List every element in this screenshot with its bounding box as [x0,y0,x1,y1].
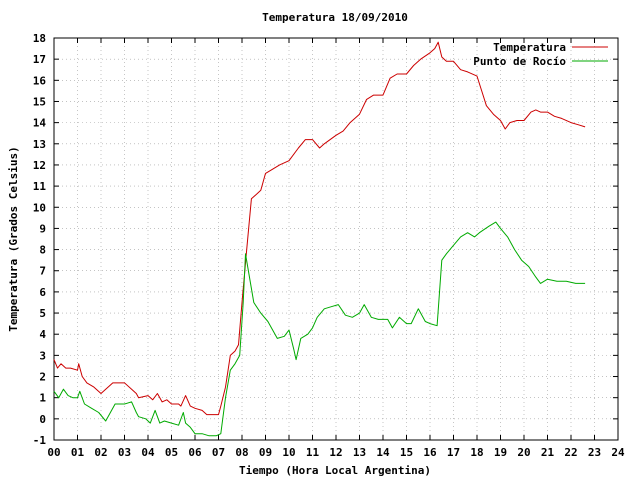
y-tick-label: -1 [33,434,47,447]
x-tick-label: 13 [353,446,366,459]
x-tick-label: 04 [141,446,155,459]
x-tick-label: 22 [564,446,577,459]
x-tick-label: 19 [494,446,507,459]
x-tick-label: 12 [329,446,342,459]
x-tick-label: 17 [447,446,460,459]
x-tick-label: 20 [517,446,530,459]
y-tick-label: 15 [33,95,46,108]
x-tick-label: 03 [118,446,131,459]
y-tick-label: 9 [39,222,46,235]
x-tick-label: 02 [94,446,107,459]
y-tick-label: 14 [33,117,47,130]
chart-title: Temperatura 18/09/2010 [262,11,408,24]
x-tick-label: 05 [165,446,178,459]
x-tick-label: 14 [376,446,390,459]
x-tick-label: 23 [588,446,601,459]
x-tick-label: 00 [47,446,60,459]
x-tick-label: 07 [212,446,225,459]
x-tick-label: 11 [306,446,320,459]
x-tick-label: 16 [423,446,437,459]
x-tick-label: 01 [71,446,85,459]
series-line-punto-de-rocio [53,221,586,437]
y-tick-label: 0 [39,413,46,426]
x-tick-label: 09 [259,446,272,459]
y-tick-label: 8 [39,244,46,257]
x-tick-label: 18 [470,446,483,459]
y-tick-label: 2 [39,371,46,384]
y-axis-label: Temperatura (Grados Celsius) [7,146,20,331]
data-series [53,41,586,437]
x-tick-label: 06 [188,446,202,459]
legend-label: Temperatura [493,41,566,54]
legend-label: Punto de Rocío [473,55,566,68]
x-tick-label: 08 [235,446,248,459]
x-tick-label: 21 [541,446,555,459]
x-axis-label: Tiempo (Hora Local Argentina) [239,464,431,477]
y-tick-label: 5 [39,307,46,320]
y-tick-label: 1 [39,392,46,405]
y-tick-label: 11 [33,180,47,193]
y-tick-label: 18 [33,32,46,45]
x-tick-label: 10 [282,446,295,459]
y-tick-label: 12 [33,159,46,172]
y-tick-label: 4 [39,328,46,341]
y-tick-label: 13 [33,138,46,151]
y-tick-label: 10 [33,201,46,214]
plot-frame [53,37,619,441]
y-tick-label: 7 [39,265,46,278]
y-tick-label: 3 [39,349,46,362]
y-tick-label: 17 [33,53,46,66]
grid-lines [54,38,618,440]
series-line-temperatura [53,41,586,416]
y-tick-label: 16 [33,74,47,87]
x-tick-label: 15 [400,446,413,459]
y-tick-label: 6 [39,286,46,299]
x-tick-label: 24 [611,446,625,459]
